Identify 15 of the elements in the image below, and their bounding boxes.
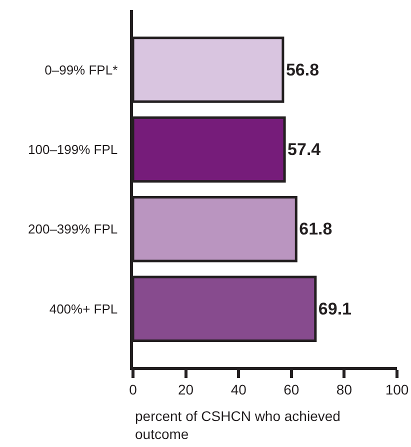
x-tick-label: 60 <box>284 382 300 398</box>
data-label: 61.8 <box>299 220 332 239</box>
x-tick-label: 80 <box>336 382 352 398</box>
y-tick-label: 400%+ FPL <box>49 301 118 316</box>
y-tick-label: 0–99% FPL* <box>44 62 118 78</box>
x-tick-label: 40 <box>230 382 247 398</box>
data-label: 69.1 <box>318 299 352 318</box>
y-tick-label: 100–199% FPL <box>28 142 118 157</box>
y-tick-label: 200–399% FPL <box>28 222 118 237</box>
x-tick-label: 0 <box>129 382 138 398</box>
x-axis-title: percent of CSHCN who achieved outcome <box>135 408 340 442</box>
x-tick-label: 20 <box>178 382 194 398</box>
data-label: 56.8 <box>286 60 320 80</box>
data-label: 57.4 <box>288 140 322 159</box>
x-tick-label: 100 <box>385 382 409 398</box>
